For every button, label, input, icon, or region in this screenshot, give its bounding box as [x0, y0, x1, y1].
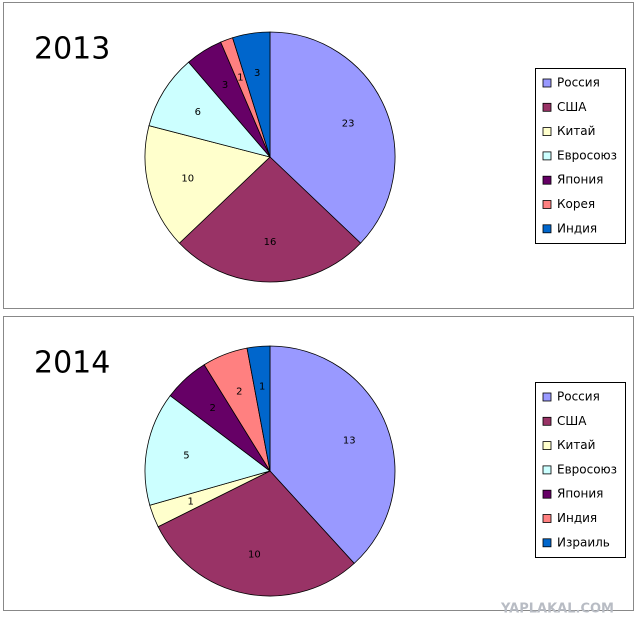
legend-swatch: [542, 127, 552, 136]
legend-label: США: [557, 100, 587, 114]
data-label: 16: [264, 237, 277, 248]
legend-label: США: [557, 414, 587, 428]
legend-swatch: [542, 175, 552, 185]
data-label: 2: [236, 387, 242, 398]
pie-slice: [232, 31, 271, 158]
pie-slice: [178, 156, 362, 283]
pie-slice: [269, 31, 396, 244]
data-label: 1: [237, 72, 243, 83]
data-label: 1: [188, 497, 194, 508]
legend-label: Япония: [557, 487, 603, 501]
legend-swatch: [542, 441, 552, 451]
legend-label: Евросоюз: [557, 462, 617, 476]
pie-slice: [144, 395, 271, 506]
legend-swatch: [542, 538, 552, 548]
data-label: 3: [222, 80, 228, 91]
data-label: 3: [254, 68, 260, 79]
watermark: YAPLAKAL.COM: [500, 602, 614, 617]
legend-swatch: [542, 78, 552, 88]
legend-label: Индия: [557, 221, 597, 235]
pie-slice: [269, 345, 396, 564]
data-label: 23: [342, 118, 355, 129]
legend-label: Китай: [557, 124, 595, 138]
data-label: 6: [195, 107, 201, 118]
legend-swatch: [542, 102, 552, 112]
data-label: 5: [183, 450, 189, 461]
legend-label: Китай: [557, 438, 595, 452]
chart-title: 2013: [34, 32, 110, 67]
chart-title: 2014: [34, 346, 110, 381]
legend-swatch: [542, 224, 552, 234]
pie-slice: [157, 470, 355, 597]
chart: 2014 13 10 1 5 2 2 1 Россия США Китай Евросоюз Япони…: [3, 316, 634, 611]
legend-swatch: [542, 416, 552, 426]
legend-label: Евросоюз: [557, 148, 617, 162]
data-label: 10: [181, 173, 194, 184]
data-label: 10: [248, 550, 261, 561]
legend-swatch: [542, 392, 552, 402]
legend-swatch: [542, 151, 552, 161]
pie-slice: [148, 61, 272, 158]
data-label: 1: [259, 381, 265, 392]
legend-label: Россия: [557, 390, 600, 404]
legend-swatch: [542, 465, 552, 475]
pie-slice: [144, 125, 271, 244]
legend-swatch: [542, 200, 552, 209]
legend-label: Россия: [557, 76, 600, 90]
pie-slice: [246, 345, 271, 472]
legend-label: Корея: [557, 197, 595, 211]
legend-swatch: [542, 489, 552, 499]
data-label: 13: [343, 435, 356, 446]
data-label: 2: [210, 403, 216, 414]
legend-swatch: [542, 514, 552, 523]
legend-label: Израиль: [557, 535, 610, 549]
legend-label: Индия: [557, 511, 597, 525]
chart: 2013 23 16 10 6 31 3 Россия США Китай Евросоюз Япон…: [3, 2, 634, 309]
legend-label: Япония: [557, 173, 603, 187]
